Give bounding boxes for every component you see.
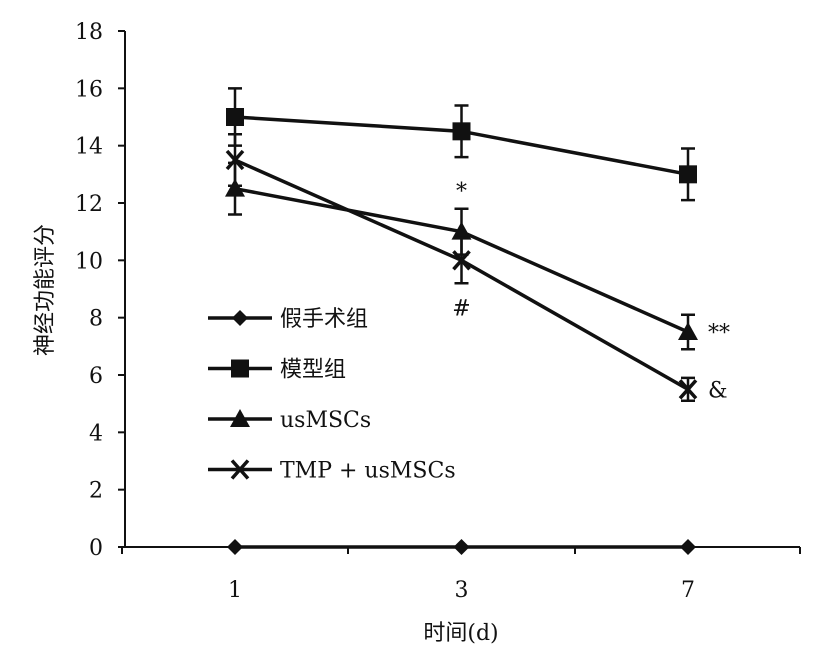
axes: 0 2 4 6 8 10 12 14 16 18 1 3 7: [75, 20, 801, 603]
data-point: [225, 149, 245, 171]
data-point: [451, 221, 472, 240]
legend-label: usMSCs: [280, 408, 371, 433]
legend-item: TMP + usMSCs: [208, 459, 456, 484]
y-tick-label: 8: [89, 307, 103, 332]
significance-annotation: #: [452, 296, 470, 321]
x-tick-label: 7: [681, 578, 695, 603]
legend-marker: [232, 310, 248, 326]
legend-item: 假手术组: [208, 307, 368, 332]
y-tick-label: 4: [89, 421, 103, 446]
data-point: [679, 165, 697, 184]
data-point: [225, 178, 245, 197]
y-tick-label: 12: [75, 192, 103, 217]
y-tick-label: 18: [75, 20, 103, 45]
y-tick-label: 2: [89, 479, 103, 504]
y-axis-label: 神经功能评分: [33, 224, 58, 356]
y-tick-label: 16: [75, 77, 103, 102]
data-point: [226, 108, 244, 126]
legend-item: 模型组: [208, 358, 346, 383]
legend-label: 假手术组: [280, 307, 368, 332]
x-tick-label: 3: [455, 578, 469, 603]
x-tick-label: 1: [228, 578, 242, 603]
data-point: [227, 539, 243, 555]
significance-annotation: &: [708, 378, 728, 403]
legend-marker: [230, 459, 250, 480]
series-x: [225, 132, 698, 403]
legend-marker: [231, 359, 249, 378]
x-axis-label: 时间(d): [423, 621, 498, 646]
legend-label: TMP + usMSCs: [280, 459, 456, 484]
plot-marks: * # ** &: [225, 87, 730, 555]
y-tick-label: 6: [89, 364, 103, 389]
data-point: [452, 122, 471, 141]
data-point: [453, 539, 470, 555]
data-point: [452, 250, 471, 271]
legend-marker: [230, 409, 250, 427]
data-point: [678, 379, 698, 400]
y-tick-label: 14: [75, 135, 103, 160]
series-diamond: [227, 539, 696, 555]
y-tick-label: 10: [75, 249, 103, 274]
significance-annotation: *: [456, 180, 467, 205]
data-point: [678, 322, 698, 340]
legend-label: 模型组: [280, 358, 346, 383]
y-tick-label: 0: [89, 536, 103, 561]
data-point: [680, 539, 696, 555]
series-square: [226, 87, 697, 202]
legend-item: usMSCs: [208, 408, 371, 433]
significance-annotation: **: [708, 321, 730, 346]
